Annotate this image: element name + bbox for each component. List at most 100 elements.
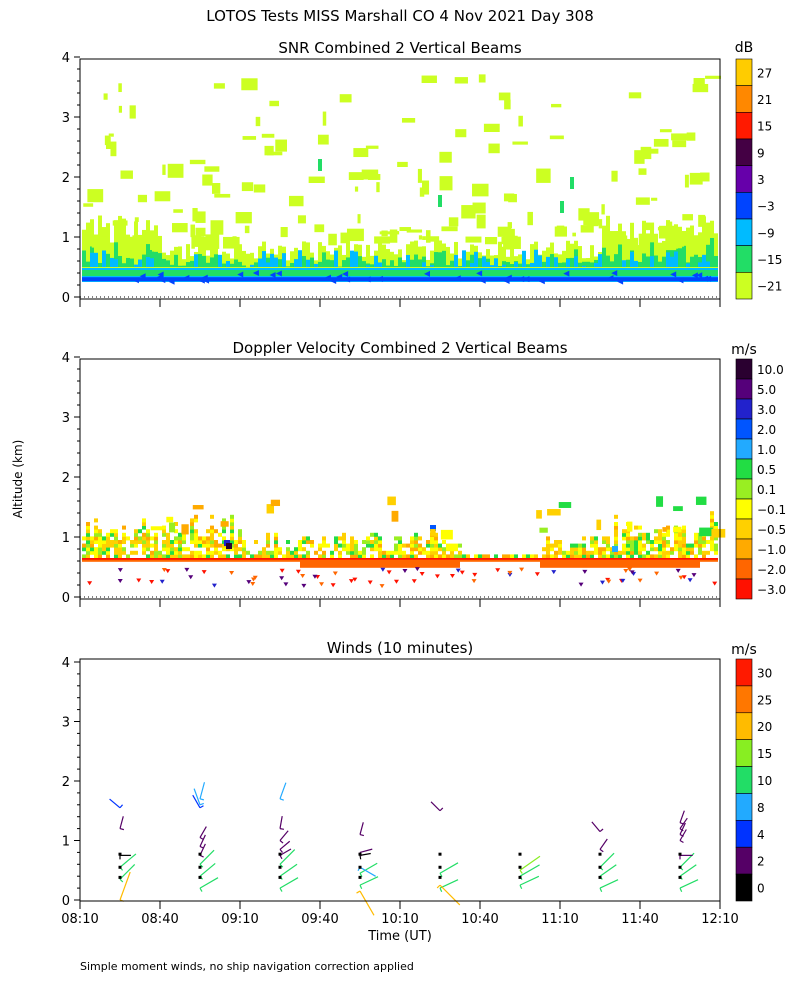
snr-cell (278, 245, 282, 267)
snr-cell (498, 266, 502, 267)
snr-cell (653, 138, 669, 147)
doppler-cell (558, 550, 562, 555)
doppler-cell (182, 532, 186, 537)
x-tick-label: 10:40 (461, 912, 498, 927)
doppler-cell (370, 543, 374, 548)
doppler-cell (510, 554, 514, 559)
doppler-cell (194, 554, 198, 559)
snr-cell (638, 168, 647, 175)
doppler-cell (438, 554, 442, 559)
wind-sample-marker (198, 852, 202, 856)
doppler-cell (486, 554, 490, 559)
y-tick-label: 1 (62, 231, 70, 246)
doppler-cell (258, 550, 262, 555)
doppler-cell (342, 536, 346, 541)
snr-cell (422, 180, 430, 195)
doppler-cell (394, 543, 398, 548)
doppler-cell (675, 568, 681, 573)
wind-barb-tick (356, 890, 361, 894)
doppler-cell (190, 532, 194, 537)
doppler-cell (158, 550, 162, 555)
snr-cell (578, 262, 582, 267)
doppler-cell (286, 547, 290, 552)
doppler-cell (334, 536, 338, 541)
doppler-cell (322, 543, 326, 548)
snr-cell (692, 83, 709, 93)
snr-cell (370, 264, 374, 267)
wind-barb-tick (359, 855, 362, 860)
colorbar-label: 27 (757, 66, 772, 80)
snr-cell (638, 261, 642, 267)
doppler-cell (178, 536, 182, 541)
wind-barb-tick (199, 805, 204, 809)
colorbar-swatch (735, 458, 753, 480)
snr-cell (194, 254, 198, 267)
wind-barb (199, 782, 206, 800)
doppler-cell (578, 547, 582, 552)
doppler-cell (230, 514, 234, 519)
snr-cell (698, 214, 706, 227)
doppler-cell (654, 571, 660, 576)
doppler-cell (694, 540, 698, 544)
doppler-cell (602, 536, 606, 541)
y-tick-label: 4 (62, 51, 70, 66)
doppler-cell (702, 540, 706, 544)
snr-cell (322, 252, 326, 267)
snr-cell (505, 274, 512, 281)
doppler-cell (334, 547, 338, 552)
x-tick-label: 08:10 (61, 912, 98, 927)
snr-cell (382, 244, 386, 267)
doppler-cell (626, 550, 630, 555)
doppler-cell (682, 529, 686, 534)
colorbar-swatch (735, 766, 753, 794)
doppler-cell (446, 554, 450, 559)
doppler-cell (322, 550, 326, 555)
wind-barb (359, 866, 376, 877)
snr-cell (186, 244, 190, 267)
doppler-cell (710, 518, 714, 523)
wind-barb-tick (359, 884, 363, 890)
doppler-cell (162, 525, 166, 530)
doppler-cell (146, 554, 150, 559)
snr-cell (146, 257, 150, 267)
doppler-cell (134, 536, 138, 541)
doppler-cell (330, 583, 336, 588)
snr-cell (195, 227, 206, 237)
snr-cell (430, 236, 440, 242)
doppler-cell (274, 550, 278, 555)
doppler-cell (238, 529, 242, 534)
doppler-cell (230, 547, 234, 552)
colorbar-swatch (735, 218, 753, 246)
doppler-cell (142, 547, 146, 552)
doppler-cell (279, 568, 285, 573)
snr-cell (507, 222, 512, 229)
doppler-cell (254, 554, 258, 559)
snr-cell (424, 270, 431, 277)
doppler-cell (570, 554, 574, 559)
panel-snr: SNR Combined 2 Vertical Beams 0 1 2 3 4 dB 2… (62, 39, 782, 307)
doppler-cell (698, 550, 702, 555)
snr-cell (110, 242, 114, 267)
doppler-cell (582, 569, 588, 574)
snr-cell (582, 265, 586, 267)
wind-barb (359, 848, 373, 853)
doppler-cell (546, 536, 550, 541)
doppler-cell (90, 540, 94, 544)
doppler-cell (650, 543, 654, 548)
doppler-cell (218, 550, 222, 555)
doppler-cell (130, 543, 134, 548)
snr-cell (662, 240, 666, 267)
doppler-cell (86, 525, 90, 530)
snr-cell (250, 264, 254, 267)
doppler-cell (354, 540, 358, 544)
snr-cell (178, 246, 182, 267)
doppler-cell (130, 540, 134, 544)
doppler-cell (110, 529, 114, 534)
snr-cell (665, 236, 677, 251)
snr-cell (255, 116, 261, 127)
snr-cell (339, 94, 352, 103)
doppler-cell (638, 525, 642, 530)
doppler-cell (398, 543, 402, 548)
doppler-cell (472, 572, 478, 577)
snr-cell (527, 211, 533, 226)
